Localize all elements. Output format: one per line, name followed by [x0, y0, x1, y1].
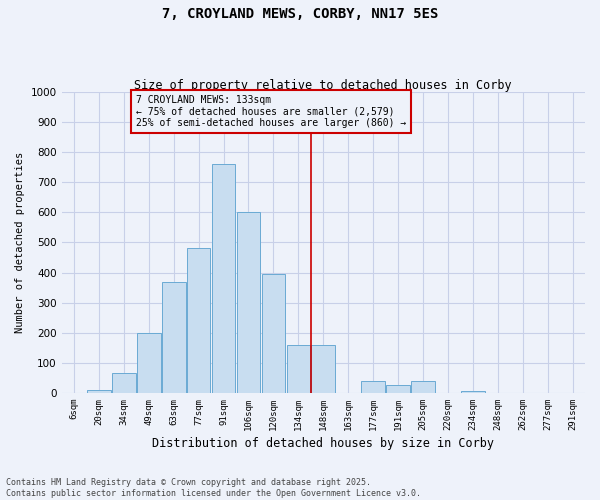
- Title: Size of property relative to detached houses in Corby: Size of property relative to detached ho…: [134, 79, 512, 92]
- Bar: [386, 386, 410, 393]
- Bar: [311, 345, 335, 393]
- Bar: [411, 381, 435, 393]
- Bar: [287, 345, 310, 393]
- Bar: [112, 374, 136, 393]
- Bar: [212, 164, 235, 393]
- Bar: [461, 392, 485, 393]
- Bar: [137, 333, 161, 393]
- Y-axis label: Number of detached properties: Number of detached properties: [15, 152, 25, 333]
- Bar: [236, 212, 260, 393]
- Text: Contains HM Land Registry data © Crown copyright and database right 2025.
Contai: Contains HM Land Registry data © Crown c…: [6, 478, 421, 498]
- Bar: [87, 390, 111, 393]
- X-axis label: Distribution of detached houses by size in Corby: Distribution of detached houses by size …: [152, 437, 494, 450]
- Text: 7 CROYLAND MEWS: 133sqm
← 75% of detached houses are smaller (2,579)
25% of semi: 7 CROYLAND MEWS: 133sqm ← 75% of detache…: [136, 95, 407, 128]
- Bar: [162, 282, 185, 393]
- Bar: [187, 248, 211, 393]
- Bar: [262, 274, 285, 393]
- Bar: [361, 381, 385, 393]
- Text: 7, CROYLAND MEWS, CORBY, NN17 5ES: 7, CROYLAND MEWS, CORBY, NN17 5ES: [162, 8, 438, 22]
